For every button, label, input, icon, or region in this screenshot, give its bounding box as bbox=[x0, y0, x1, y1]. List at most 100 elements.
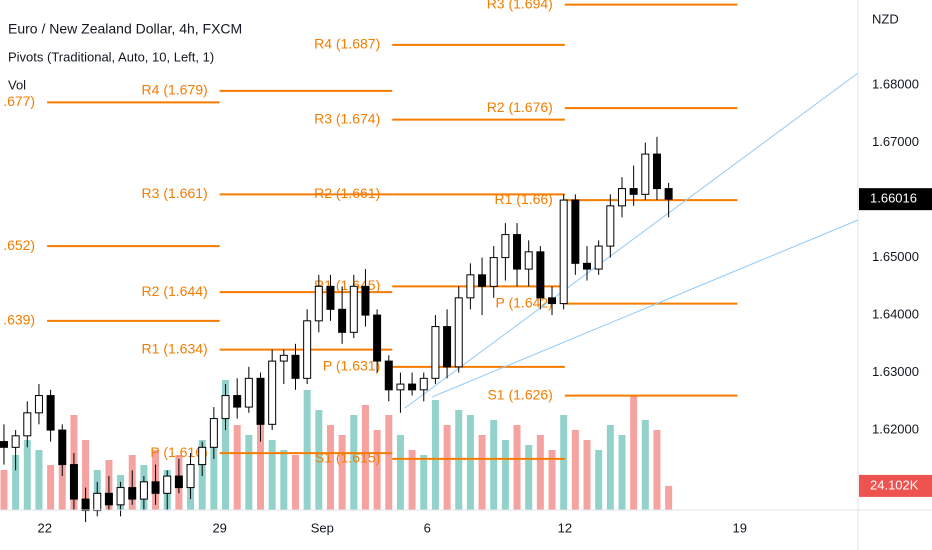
volume-bar bbox=[0, 470, 8, 510]
trend-line bbox=[404, 72, 859, 409]
pivot-label: P (1.616) bbox=[150, 444, 207, 460]
candle-body bbox=[478, 274, 487, 287]
volume-bar bbox=[396, 435, 404, 510]
candle-body bbox=[629, 188, 638, 195]
volume-bar bbox=[350, 415, 358, 510]
chart-title: Euro / New Zealand Dollar, 4h, FXCM bbox=[8, 21, 242, 37]
volume-bar bbox=[210, 420, 218, 510]
y-tick-label: 1.67000 bbox=[872, 134, 919, 149]
candle-body bbox=[314, 285, 323, 322]
trend-lines bbox=[404, 72, 859, 409]
pivot-label: S1 (1.615) bbox=[315, 450, 380, 466]
volume-bar bbox=[420, 455, 428, 510]
volume-bar bbox=[82, 440, 90, 510]
volume-bar bbox=[12, 455, 20, 510]
volume-bar bbox=[606, 425, 614, 510]
candle-body bbox=[116, 487, 125, 506]
candle-body bbox=[163, 475, 172, 494]
volume-bar bbox=[23, 440, 31, 510]
candle-body bbox=[361, 285, 370, 316]
volume-bar bbox=[245, 435, 253, 510]
candle-body bbox=[652, 153, 661, 190]
pivot-label: R3 (1.661) bbox=[142, 185, 208, 201]
x-tick-label: 19 bbox=[733, 520, 747, 535]
candle-body bbox=[198, 446, 207, 466]
volume-bar bbox=[257, 400, 265, 510]
volume-bar bbox=[513, 425, 521, 510]
volume-bar bbox=[653, 430, 661, 510]
volume-bar bbox=[525, 445, 533, 510]
volume-bar bbox=[466, 415, 474, 510]
volume-bar bbox=[315, 410, 323, 510]
candle-body bbox=[11, 435, 20, 448]
candle-body bbox=[0, 441, 8, 448]
volume-bar bbox=[222, 380, 230, 510]
volume-bar bbox=[408, 450, 416, 510]
volume-bar bbox=[630, 395, 638, 510]
pivot-label: R3 (1.674) bbox=[314, 110, 380, 126]
x-tick-label: 6 bbox=[424, 520, 431, 535]
volume-bar bbox=[326, 425, 334, 510]
candle-body bbox=[454, 297, 463, 368]
volume-bar bbox=[665, 485, 673, 510]
pivot-label: R2 (1.676) bbox=[487, 99, 553, 115]
y-tick-label: 1.63000 bbox=[872, 364, 919, 379]
candle-body bbox=[221, 395, 230, 420]
volume-bar bbox=[233, 425, 241, 510]
pivot-layer: .677) .652) .639) R4 (1.679) R3 (1.661) R2 (1… bbox=[3, 0, 738, 466]
candle-body bbox=[548, 297, 557, 305]
candle-body bbox=[268, 360, 277, 425]
y-tick-label: 1.62000 bbox=[872, 422, 919, 437]
volume-bar bbox=[291, 455, 299, 510]
price-badge bbox=[859, 188, 932, 211]
candle-body bbox=[373, 314, 382, 362]
candle-body bbox=[174, 475, 183, 489]
y-tick-label: 1.68000 bbox=[872, 77, 919, 92]
candle-body bbox=[46, 395, 55, 431]
volume-title: Vol bbox=[8, 77, 26, 92]
indicator-title: Pivots (Traditional, Auto, 10, Left, 1) bbox=[8, 49, 214, 64]
candle-body bbox=[536, 251, 545, 299]
pivot-label: R4 (1.679) bbox=[142, 82, 208, 98]
volume-bar bbox=[536, 435, 544, 510]
candle-body bbox=[256, 377, 265, 425]
candle-body bbox=[583, 262, 592, 270]
volume-bar bbox=[47, 465, 55, 510]
candle-body bbox=[209, 418, 218, 448]
volume-bar bbox=[571, 430, 579, 510]
volume-badge bbox=[859, 474, 932, 497]
candle-body bbox=[408, 383, 417, 391]
candle-body bbox=[524, 251, 533, 270]
pivot-label: R3 (1.694) bbox=[487, 0, 553, 11]
candle-body bbox=[151, 481, 160, 494]
trend-line bbox=[431, 219, 859, 398]
volume-bar bbox=[373, 430, 381, 510]
candle-body bbox=[617, 188, 626, 207]
candle-body bbox=[501, 234, 510, 259]
candle-body bbox=[641, 153, 650, 195]
candle-body bbox=[443, 326, 452, 368]
candle-body bbox=[58, 429, 67, 466]
volume-bar bbox=[455, 410, 463, 510]
x-tick-label: 22 bbox=[38, 520, 52, 535]
volume-bar bbox=[431, 400, 439, 510]
pivot-label: R1 (1.634) bbox=[142, 340, 208, 356]
candle-body bbox=[419, 377, 428, 391]
volume-bar bbox=[35, 450, 43, 510]
pivot-label: R4 (1.687) bbox=[314, 36, 380, 52]
candle-body bbox=[81, 498, 90, 512]
candle-body bbox=[233, 395, 242, 408]
candle-body bbox=[279, 354, 288, 362]
volume-bar bbox=[490, 420, 498, 510]
candle-body bbox=[338, 308, 347, 333]
candle-body bbox=[23, 412, 32, 437]
candle-body bbox=[128, 487, 137, 500]
candle-body bbox=[513, 234, 522, 270]
axis-layer: 1.68000 1.67000 1.65000 1.64000 1.63000 1.620… bbox=[38, 77, 932, 535]
candle-body bbox=[326, 285, 335, 310]
volume-bar bbox=[303, 390, 311, 510]
x-tick-label: 29 bbox=[212, 520, 226, 535]
candle-body bbox=[93, 492, 102, 512]
